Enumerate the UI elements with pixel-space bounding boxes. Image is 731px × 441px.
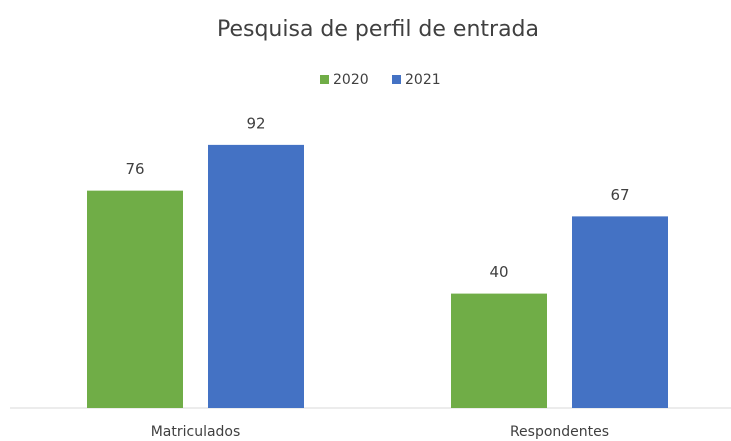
legend-label: 2021: [405, 72, 441, 88]
legend-swatch: [320, 75, 329, 84]
data-label: 92: [246, 114, 265, 132]
legend-swatch: [392, 75, 401, 84]
legend-label: 2020: [333, 72, 369, 88]
bar: [451, 293, 547, 408]
bar: [208, 144, 304, 408]
data-label: 40: [489, 263, 508, 281]
chart-title: Pesquisa de perfil de entrada: [217, 17, 539, 42]
x-tick-label: Respondentes: [510, 424, 609, 440]
bar: [87, 190, 183, 408]
data-label: 76: [125, 160, 144, 178]
x-tick-label: Matriculados: [151, 424, 241, 440]
bar: [572, 216, 668, 408]
data-label: 67: [610, 186, 629, 204]
